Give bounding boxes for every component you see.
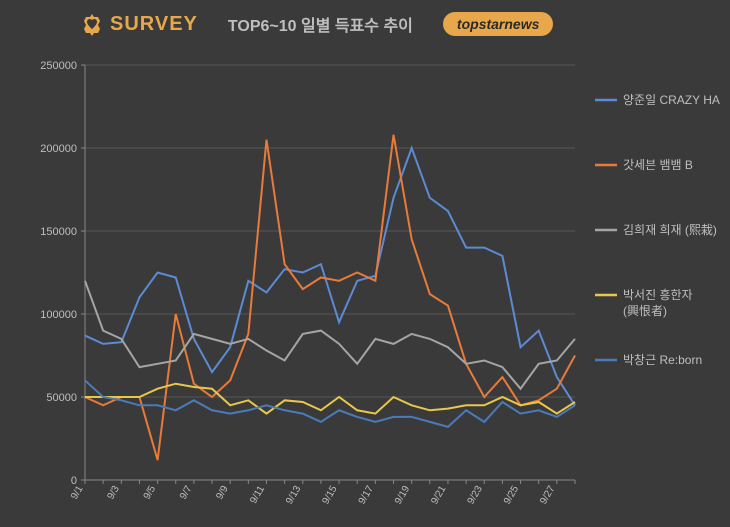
- svg-text:양준일 CRAZY HAZY: 양준일 CRAZY HAZY: [623, 93, 720, 107]
- svg-text:150000: 150000: [40, 226, 77, 238]
- svg-text:9/9: 9/9: [214, 484, 231, 502]
- svg-text:9/13: 9/13: [284, 484, 303, 507]
- svg-text:김희재 희재 (熙栽): 김희재 희재 (熙栽): [623, 223, 717, 237]
- svg-text:9/11: 9/11: [248, 484, 267, 506]
- survey-logo: SURVEY: [80, 12, 198, 36]
- chart-area: 0500001000001500002000002500009/19/39/59…: [30, 40, 720, 517]
- svg-text:9/21: 9/21: [429, 484, 448, 507]
- svg-text:9/25: 9/25: [502, 484, 521, 507]
- svg-text:박창근 Re:born: 박창근 Re:born: [623, 353, 702, 367]
- chart-title: TOP6~10 일별 득표수 추이: [228, 12, 413, 36]
- svg-text:250000: 250000: [40, 60, 77, 72]
- svg-text:박서진 흥한자: 박서진 흥한자: [623, 288, 693, 302]
- topstar-badge: topstarnews: [443, 12, 553, 36]
- svg-text:200000: 200000: [40, 143, 77, 155]
- svg-text:(興恨者): (興恨者): [623, 304, 667, 318]
- line-chart: 0500001000001500002000002500009/19/39/59…: [30, 40, 720, 517]
- svg-text:100000: 100000: [40, 309, 77, 321]
- svg-text:9/15: 9/15: [320, 484, 339, 507]
- svg-text:9/19: 9/19: [393, 484, 412, 507]
- svg-text:9/7: 9/7: [178, 484, 195, 502]
- svg-text:9/5: 9/5: [142, 484, 159, 502]
- chart-container: SURVEY TOP6~10 일별 득표수 추이 topstarnews 050…: [0, 0, 730, 527]
- svg-text:9/3: 9/3: [105, 484, 122, 502]
- svg-text:갓세븐 뱀뱀 B: 갓세븐 뱀뱀 B: [623, 158, 693, 172]
- heart-badge-icon: [80, 12, 104, 36]
- svg-text:9/17: 9/17: [357, 484, 376, 507]
- svg-text:50000: 50000: [46, 392, 77, 404]
- header: SURVEY TOP6~10 일별 득표수 추이 topstarnews: [0, 0, 730, 36]
- survey-text: SURVEY: [110, 13, 198, 36]
- svg-text:9/23: 9/23: [466, 484, 485, 507]
- svg-text:9/27: 9/27: [538, 484, 557, 507]
